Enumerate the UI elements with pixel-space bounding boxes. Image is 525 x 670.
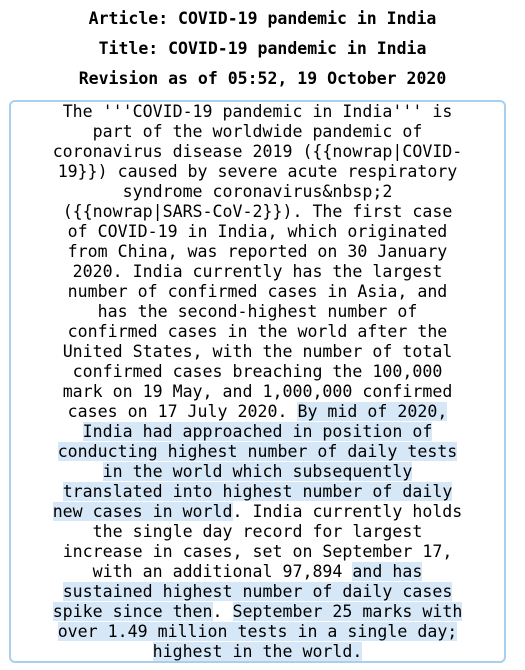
text-line: coronavirus disease 2019 ({{nowrap|COVID… <box>11 142 504 162</box>
text-segment: increase in cases, set on September 17, <box>62 542 453 561</box>
text-segment: The '''COVID-19 pandemic in India''' is <box>62 102 453 121</box>
text-line: the single day record for largest <box>11 522 504 542</box>
text-segment: number of confirmed cases in Asia, and <box>67 282 448 301</box>
highlighted-text-segment: new cases in world <box>52 502 233 521</box>
text-segment: the single day record for largest <box>92 522 423 541</box>
text-line: of COVID-19 in India, which originated <box>11 222 504 242</box>
text-segment: from China, was reported on 30 January <box>67 242 448 261</box>
text-line: cases on 17 July 2020. By mid of 2020, <box>11 402 504 422</box>
text-line: The '''COVID-19 pandemic in India''' is <box>11 102 504 122</box>
text-line: sustained highest number of daily cases <box>11 582 504 602</box>
text-line: with an additional 97,894 and has <box>11 562 504 582</box>
highlighted-text-segment: and has <box>352 562 423 581</box>
text-segment: syndrome coronavirus&nbsp;2 <box>122 182 393 201</box>
text-segment: of COVID-19 in India, which originated <box>67 222 448 241</box>
text-segment: . India currently holds <box>232 502 463 521</box>
text-segment: mark on 19 May, and 1,000,000 confirmed <box>62 382 453 401</box>
text-line: spike since then. September 25 marks wit… <box>11 602 504 622</box>
text-segment: part of the worldwide pandemic of <box>92 122 423 141</box>
highlighted-text-segment: conducting highest number of daily tests <box>57 442 458 461</box>
highlighted-text-segment: highest in the world. <box>152 642 363 661</box>
text-segment: 19}}) caused by severe acute respiratory <box>57 162 458 181</box>
text-line: confirmed cases breaching the 100,000 <box>11 362 504 382</box>
text-line: India had approached in position of <box>11 422 504 442</box>
text-line: in the world which subsequently <box>11 462 504 482</box>
text-line: part of the worldwide pandemic of <box>11 122 504 142</box>
article-heading: Article: COVID-19 pandemic in India <box>88 9 437 28</box>
text-line: conducting highest number of daily tests <box>11 442 504 462</box>
text-line: ({{nowrap|SARS-CoV-2}}). The first case <box>11 202 504 222</box>
text-segment: confirmed cases in the world after the <box>67 322 448 341</box>
text-segment: confirmed cases breaching the 100,000 <box>72 362 443 381</box>
text-line: highest in the world. <box>11 642 504 661</box>
text-segment: coronavirus disease 2019 ({{nowrap|COVID… <box>52 142 463 161</box>
text-segment: United States, with the number of total <box>62 342 453 361</box>
highlighted-text-segment: over 1.49 million tests in a single day; <box>57 622 458 641</box>
article-text-box: The '''COVID-19 pandemic in India''' is p… <box>9 100 506 663</box>
text-line: increase in cases, set on September 17, <box>11 542 504 562</box>
text-segment: 2020. India currently has the largest <box>72 262 443 281</box>
text-segment: ({{nowrap|SARS-CoV-2}}). The first case <box>62 202 453 221</box>
text-line: 2020. India currently has the largest <box>11 262 504 282</box>
text-line: has the second-highest number of <box>11 302 504 322</box>
text-line: over 1.49 million tests in a single day; <box>11 622 504 642</box>
text-line: new cases in world. India currently hold… <box>11 502 504 522</box>
highlighted-text-segment: in the world which subsequently <box>102 462 413 481</box>
document-header: Article: COVID-19 pandemic in India Titl… <box>0 4 525 94</box>
text-line: syndrome coronavirus&nbsp;2 <box>11 182 504 202</box>
title-heading: Title: COVID-19 pandemic in India <box>98 39 427 58</box>
highlighted-text-segment: translated into highest number of daily <box>62 482 453 501</box>
text-line: 19}}) caused by severe acute respiratory <box>11 162 504 182</box>
article-text: The '''COVID-19 pandemic in India''' is p… <box>11 102 504 661</box>
text-segment: cases on 17 July 2020. <box>67 402 298 421</box>
text-line: from China, was reported on 30 January <box>11 242 504 262</box>
text-segment: has the second-highest number of <box>97 302 418 321</box>
text-line: number of confirmed cases in Asia, and <box>11 282 504 302</box>
text-segment: with an additional 97,894 <box>92 562 353 581</box>
highlighted-text-segment: sustained highest number of daily cases <box>62 582 453 601</box>
text-line: confirmed cases in the world after the <box>11 322 504 342</box>
text-segment: . <box>212 602 233 621</box>
text-line: mark on 19 May, and 1,000,000 confirmed <box>11 382 504 402</box>
text-line: United States, with the number of total <box>11 342 504 362</box>
text-line: translated into highest number of daily <box>11 482 504 502</box>
highlighted-text-segment: By mid of 2020, <box>297 402 448 421</box>
highlighted-text-segment: India had approached in position of <box>82 422 433 441</box>
revision-heading: Revision as of 05:52, 19 October 2020 <box>78 69 447 88</box>
highlighted-text-segment: spike since then <box>52 602 213 621</box>
highlighted-text-segment: September 25 marks with <box>232 602 463 621</box>
